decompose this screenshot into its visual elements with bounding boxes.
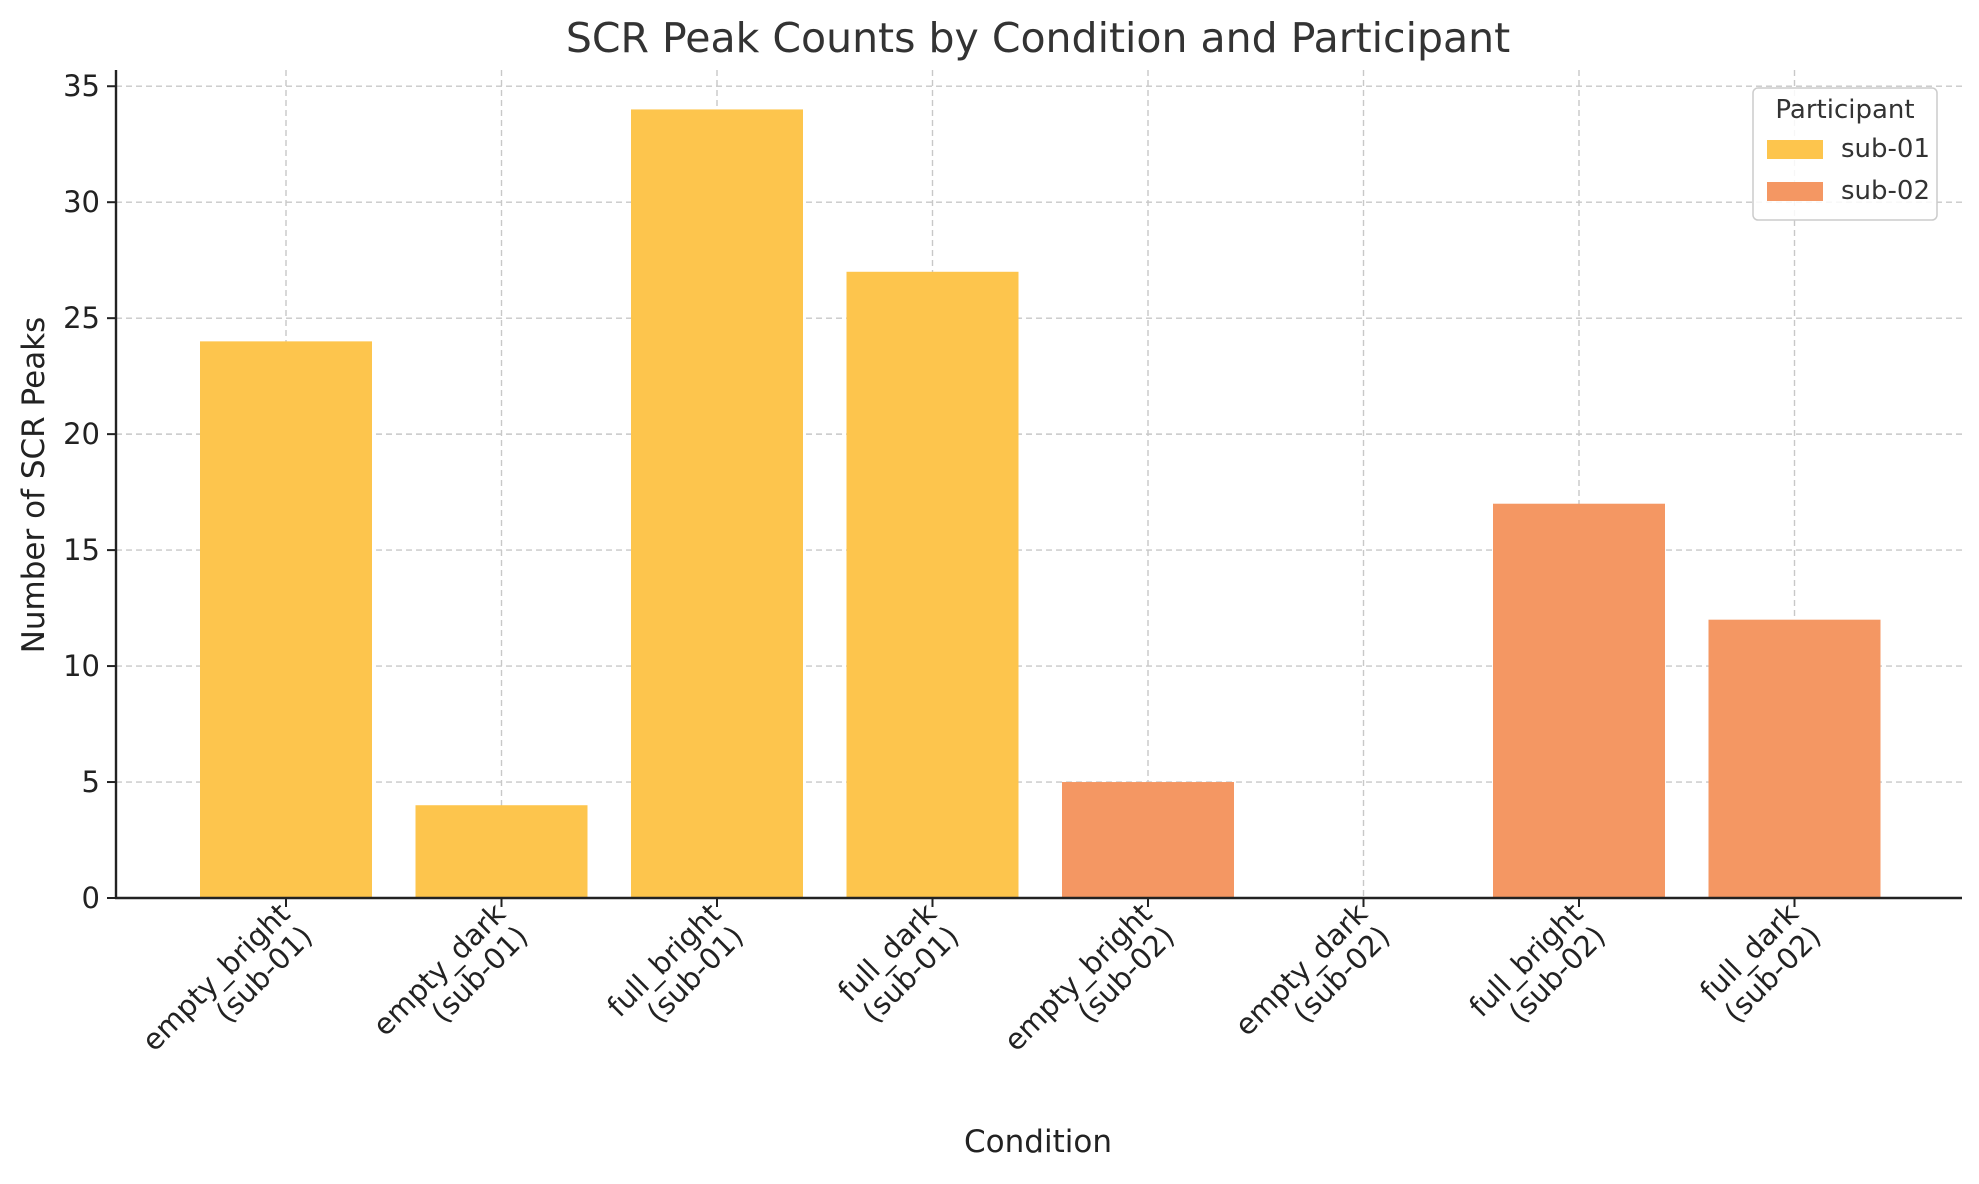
x-tick-label: full_dark(sub-02) bbox=[1693, 896, 1827, 1029]
y-tick-label: 15 bbox=[63, 533, 100, 567]
legend-title: Participant bbox=[1775, 95, 1914, 125]
legend: Participant sub-01 sub-02 bbox=[1752, 87, 1938, 221]
y-tick-label: 30 bbox=[63, 185, 100, 219]
legend-swatch-sub-02 bbox=[1767, 182, 1823, 201]
y-tick-label: 20 bbox=[63, 417, 100, 451]
y-tick-label: 35 bbox=[63, 69, 100, 103]
y-axis-label: Number of SCR Peaks bbox=[16, 317, 52, 654]
bar-sub-02-4 bbox=[1062, 782, 1234, 898]
bar-sub-01-0 bbox=[200, 341, 372, 899]
bar-sub-01-1 bbox=[415, 805, 588, 898]
bar-sub-01-3 bbox=[846, 271, 1019, 899]
x-tick-label: empty_bright(sub-01) bbox=[135, 896, 319, 1057]
grid-lines bbox=[116, 70, 1962, 899]
legend-label-sub-01: sub-01 bbox=[1841, 134, 1930, 164]
x-tick-label: full_bright(sub-02) bbox=[1462, 896, 1612, 1029]
legend-label-sub-02: sub-02 bbox=[1841, 176, 1930, 206]
bar-sub-02-7 bbox=[1708, 619, 1881, 898]
bar-sub-01-2 bbox=[631, 109, 803, 898]
x-tick-label: empty_dark(sub-02) bbox=[1228, 896, 1397, 1042]
legend-swatch-sub-01 bbox=[1767, 140, 1823, 159]
chart-title: SCR Peak Counts by Condition and Partici… bbox=[566, 14, 1510, 62]
x-tick-label: empty_dark(sub-01) bbox=[366, 896, 535, 1042]
bar-sub-02-6 bbox=[1493, 503, 1665, 898]
y-tick-label: 0 bbox=[82, 881, 100, 915]
x-tick-label: full_bright(sub-01) bbox=[600, 896, 750, 1029]
y-axis-ticks: 0 5 10 15 20 25 30 35 bbox=[63, 69, 116, 915]
x-tick-label: empty_bright(sub-02) bbox=[997, 896, 1181, 1057]
x-axis-label: Condition bbox=[964, 1124, 1112, 1160]
axes bbox=[114, 70, 1962, 900]
x-tick-label: full_dark(sub-01) bbox=[831, 896, 965, 1029]
y-tick-label: 10 bbox=[63, 649, 100, 683]
bars bbox=[200, 109, 1881, 899]
y-tick-label: 5 bbox=[82, 765, 100, 799]
x-axis-ticks: empty_bright(sub-01) empty_dark(sub-01) fu… bbox=[135, 896, 1827, 1057]
y-tick-label: 25 bbox=[63, 301, 100, 335]
